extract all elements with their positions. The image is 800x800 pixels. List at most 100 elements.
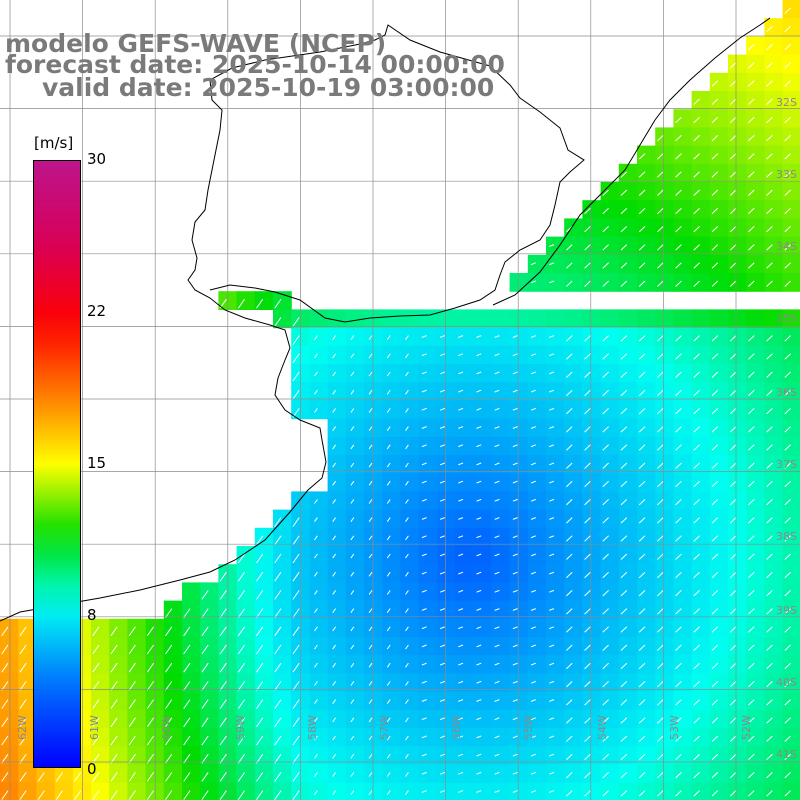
wind-arrow	[638, 171, 646, 178]
wind-arrow	[237, 735, 246, 746]
wind-speed-cell	[709, 764, 729, 784]
wind-speed-cell	[728, 400, 747, 420]
wind-speed-cell	[691, 709, 711, 729]
wind-speed-cell	[364, 546, 383, 565]
wind-arrow	[368, 462, 373, 468]
wind-speed-cell	[473, 436, 492, 456]
wind-arrow	[439, 571, 445, 575]
wind-speed-cell	[673, 764, 693, 784]
wind-speed-cell	[0, 618, 19, 638]
wind-speed-cell	[273, 618, 292, 638]
wind-speed-cell	[709, 582, 729, 602]
wind-speed-cell	[236, 618, 256, 638]
wind-arrow	[675, 772, 682, 779]
wind-speed-cell	[728, 127, 747, 147]
wind-speed-cell	[345, 691, 365, 711]
wind-speed-cell	[491, 655, 511, 674]
wind-speed-cell	[673, 673, 693, 693]
wind-arrow	[183, 626, 191, 637]
wind-arrow	[405, 499, 409, 504]
wind-speed-cell	[109, 746, 128, 765]
wind-arrow	[405, 735, 409, 741]
wind-speed-cell	[200, 746, 219, 765]
wind-speed-cell	[509, 600, 529, 620]
wind-arrow	[675, 735, 682, 742]
wind-speed-cell	[564, 400, 583, 420]
wind-speed-cell	[327, 546, 347, 565]
wind-arrow	[566, 298, 573, 306]
wind-arrow	[766, 98, 773, 105]
wind-arrow	[620, 608, 628, 615]
wind-arrow	[748, 426, 755, 433]
wind-speed-cell	[582, 455, 602, 474]
wind-arrow	[638, 790, 646, 797]
wind-arrow	[439, 662, 445, 666]
wind-speed-cell	[564, 709, 583, 729]
wind-speed-cell	[18, 691, 37, 711]
wind-arrow	[620, 571, 628, 579]
wind-speed-cell	[709, 473, 729, 492]
wind-speed-cell	[327, 746, 347, 765]
wind-speed-cell	[691, 109, 711, 128]
wind-speed-cell	[436, 473, 456, 492]
wind-arrow	[602, 462, 609, 469]
wind-speed-cell	[182, 691, 201, 711]
wind-speed-cell	[527, 491, 547, 511]
wind-arrow	[766, 735, 773, 742]
wind-arrow	[784, 571, 791, 579]
wind-arrow	[766, 535, 773, 542]
wind-arrow	[766, 699, 773, 706]
wind-arrow	[711, 189, 719, 196]
wind-arrow	[638, 499, 646, 506]
wind-speed-cell	[746, 364, 765, 383]
wind-speed-cell	[709, 546, 729, 565]
wind-speed-cell	[382, 509, 401, 529]
wind-arrow	[549, 407, 555, 411]
wind-arrow	[530, 771, 536, 775]
wind-arrow	[711, 790, 719, 797]
wind-arrow	[784, 25, 791, 33]
wind-speed-cell	[600, 491, 620, 511]
wind-arrow	[237, 644, 246, 655]
wind-arrow	[201, 735, 209, 746]
wind-speed-cell	[673, 218, 693, 238]
wind-arrow	[675, 480, 682, 488]
wind-arrow	[549, 498, 555, 502]
wind-speed-cell	[564, 746, 583, 765]
wind-speed-cell	[345, 546, 365, 565]
wind-arrow	[146, 681, 155, 691]
wind-speed-cell	[345, 473, 365, 492]
wind-arrow	[421, 407, 427, 411]
wind-speed-cell	[254, 673, 274, 693]
wind-speed-cell	[364, 455, 383, 474]
wind-speed-cell	[582, 200, 602, 219]
colorbar-unit: [m/s]	[34, 134, 74, 152]
wind-arrow	[219, 772, 227, 782]
wind-arrow	[165, 626, 173, 637]
wind-speed-cell	[327, 564, 347, 583]
wind-arrow	[405, 371, 409, 377]
wind-arrow	[711, 389, 719, 397]
wind-arrow	[711, 226, 719, 233]
wind-speed-cell	[691, 546, 711, 565]
wind-speed-cell	[327, 473, 347, 492]
wind-arrow	[146, 699, 155, 709]
wind-speed-cell	[163, 709, 183, 729]
wind-arrow	[584, 426, 591, 433]
wind-speed-cell	[600, 473, 620, 492]
wind-arrow	[494, 553, 500, 557]
wind-speed-cell	[746, 109, 765, 128]
wind-arrow	[74, 790, 82, 800]
wind-arrow	[512, 699, 518, 702]
wind-arrow	[219, 699, 227, 709]
wind-arrow	[784, 662, 791, 670]
wind-speed-cell	[109, 709, 128, 729]
wind-speed-cell	[364, 309, 383, 329]
wind-arrow	[748, 80, 755, 87]
wind-speed-cell	[455, 691, 474, 711]
wind-arrow	[368, 662, 373, 668]
wind-speed-cell	[655, 764, 674, 784]
wind-speed-cell	[728, 436, 747, 456]
wind-speed-cell	[182, 582, 201, 602]
wind-arrow	[675, 335, 682, 342]
